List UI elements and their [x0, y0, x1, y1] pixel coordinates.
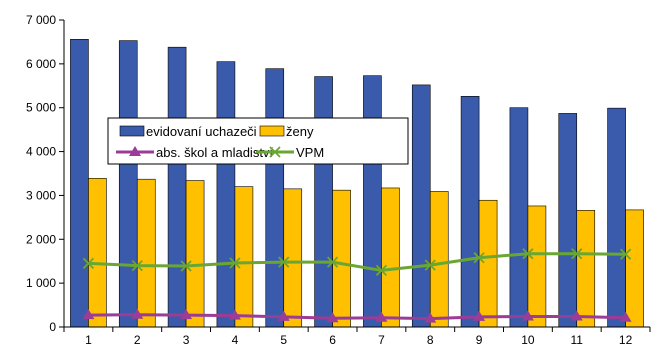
point-vpm [131, 259, 143, 272]
legend-swatch-uchazeci [119, 125, 145, 137]
bar-zeny [185, 180, 205, 328]
bar-zeny [576, 210, 596, 328]
point-mark [571, 248, 583, 260]
point-absolventi [131, 308, 144, 319]
legend-label-vpm: VPM [296, 145, 324, 160]
legend-label-absolventi: abs. škol a mladiství [156, 145, 273, 160]
y-axis: 0 1 000 2 000 3 000 4 000 5 000 6 000 7 000 [26, 13, 65, 334]
bar-zeny [527, 205, 547, 328]
x-tick-label: 2 [134, 333, 141, 345]
point-absolventi [180, 309, 193, 320]
point-mark [619, 248, 632, 260]
point-vpm [180, 260, 192, 272]
point-mark [326, 256, 339, 268]
bar-zeny [283, 188, 303, 328]
y-tick-label: 7 000 [26, 13, 56, 27]
x-tick-label: 6 [329, 333, 336, 345]
point-absolventi [375, 311, 388, 322]
point-mark [424, 259, 436, 271]
point-mark [375, 264, 388, 277]
y-tick-label: 3 000 [26, 188, 56, 202]
point-vpm [571, 248, 583, 260]
point-absolventi [424, 312, 437, 323]
bar-uchazeci [265, 68, 285, 328]
x-tick-label: 3 [183, 333, 190, 345]
y-tick-label: 4 000 [26, 145, 56, 159]
point-absolventi [473, 310, 486, 321]
point-absolventi [521, 310, 534, 321]
point-vpm [619, 248, 632, 260]
point-mark [278, 256, 290, 268]
x-tick-label: 4 [232, 333, 239, 345]
x-tick-label: 5 [280, 333, 287, 345]
line-vpm [88, 252, 626, 272]
bars [70, 38, 644, 328]
bar-uchazeci [314, 76, 333, 328]
bar-zeny [429, 191, 449, 328]
legend-label-zeny: ženy [286, 124, 314, 139]
x-tick-label: 10 [521, 333, 535, 345]
legend-marker-absolventi [129, 146, 141, 156]
point-absolventi [82, 309, 95, 320]
x-tick-label: 8 [427, 333, 434, 345]
legend-marker-vpm [269, 146, 281, 158]
point-vpm [522, 248, 534, 260]
x-axis: 1 2 3 4 5 6 7 8 9 10 11 12 [63, 326, 651, 345]
point-vpm [326, 256, 339, 268]
bar-uchazeci [558, 113, 578, 328]
point-absolventi [277, 310, 290, 321]
point-absolventi [326, 312, 339, 323]
point-mark [82, 257, 95, 270]
legend-swatch-zeny [259, 125, 285, 137]
point-absolventi [570, 310, 583, 321]
bar-zeny [88, 178, 107, 328]
bar-uchazeci [607, 107, 626, 328]
point-vpm [229, 257, 241, 269]
point-vpm [424, 259, 436, 271]
lines [82, 248, 632, 323]
y-tick-label: 2 000 [26, 232, 56, 246]
legend-marker-mark [269, 146, 281, 158]
bar-uchazeci [363, 75, 382, 328]
bar-zeny [234, 186, 254, 328]
x-tick-label: 1 [85, 333, 92, 345]
point-vpm [278, 256, 290, 268]
point-vpm [375, 264, 388, 277]
point-vpm [473, 252, 485, 264]
bar-uchazeci [411, 84, 431, 328]
point-mark [131, 259, 143, 272]
bar-zeny [625, 209, 644, 328]
legend-box [107, 117, 409, 165]
bar-uchazeci [70, 38, 89, 328]
bar-uchazeci [216, 61, 236, 328]
point-mark [473, 252, 485, 264]
point-mark [522, 248, 534, 260]
bar-uchazeci [118, 40, 138, 328]
bar-zeny [381, 187, 400, 328]
x-tick-label: 12 [619, 333, 633, 345]
bar-uchazeci [167, 46, 187, 328]
bar-zeny [478, 199, 498, 328]
y-tick-label: 0 [49, 320, 56, 334]
legend-label-uchazeci: evidovaní uchazeči [146, 124, 257, 139]
legend: evidovaní uchazeči ženy abs. škol a mladis… [107, 117, 409, 165]
x-tick-label: 11 [571, 333, 584, 345]
point-absolventi [228, 309, 241, 320]
point-absolventi [619, 311, 632, 322]
line-absolventi [88, 313, 626, 321]
y-tick-label: 1 000 [26, 276, 56, 290]
bar-uchazeci [460, 96, 480, 328]
point-vpm [82, 257, 95, 270]
point-mark [229, 257, 241, 269]
y-tick-label: 6 000 [26, 57, 56, 71]
x-tick-label: 9 [476, 333, 483, 345]
bar-zeny [136, 178, 156, 328]
point-mark [180, 260, 192, 272]
x-tick-label: 7 [378, 333, 385, 345]
bar-uchazeci [509, 107, 529, 328]
y-tick-label: 5 000 [26, 101, 56, 115]
